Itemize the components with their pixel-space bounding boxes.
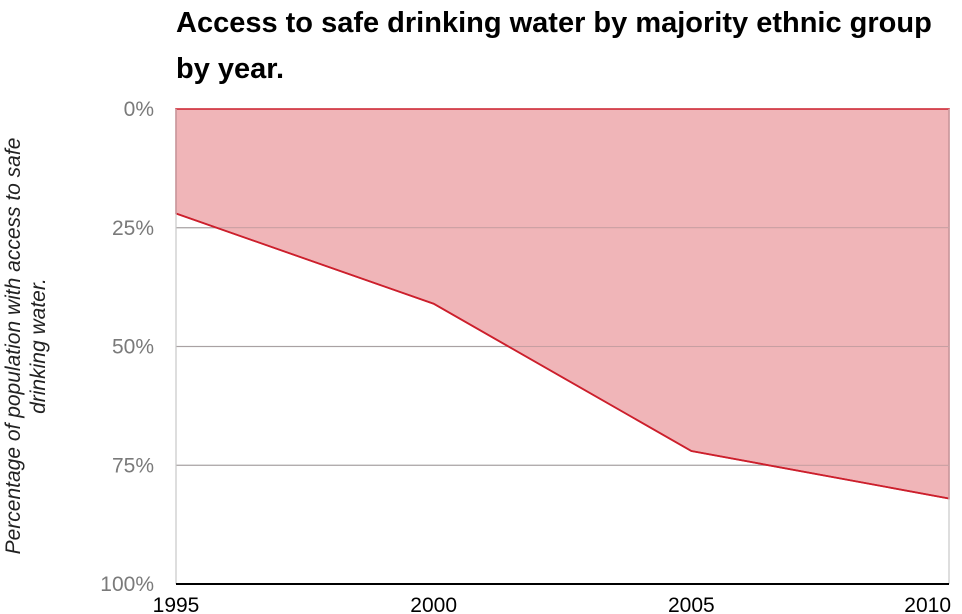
x-tick-label-2010: 2010 bbox=[904, 594, 951, 614]
x-tick-label-2005: 2005 bbox=[668, 594, 715, 614]
axes bbox=[175, 109, 950, 585]
y-tick-label-75: 75% bbox=[112, 454, 154, 477]
y-tick-labels: 0% 25% 50% 75% 100% bbox=[100, 98, 154, 596]
chart-title: Access to safe drinking water by majorit… bbox=[176, 7, 932, 85]
y-tick-label-50: 50% bbox=[112, 336, 154, 359]
x-tick-labels: 1995 2000 2005 2010 bbox=[153, 594, 951, 614]
series-line bbox=[175, 212, 950, 500]
y-tick-label-100: 100% bbox=[100, 573, 154, 596]
area-layer bbox=[175, 108, 950, 500]
y-tick-label-0: 0% bbox=[124, 98, 154, 121]
x-tick-label-2000: 2000 bbox=[410, 594, 457, 614]
area-fill bbox=[175, 108, 950, 500]
y-tick-label-25: 25% bbox=[112, 217, 154, 240]
x-tick-label-1995: 1995 bbox=[153, 594, 200, 614]
